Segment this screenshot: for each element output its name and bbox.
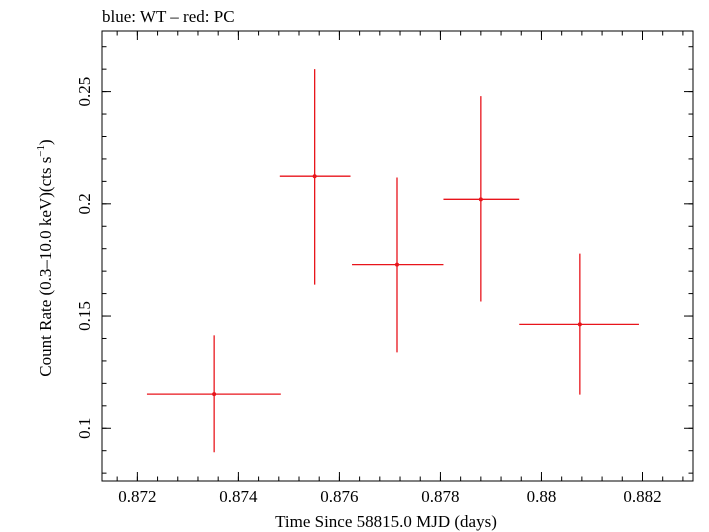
- data-point: [352, 177, 444, 353]
- x-tick-label: 0.882: [623, 487, 661, 506]
- x-tick-label: 0.878: [421, 487, 459, 506]
- data-points: [146, 69, 639, 453]
- x-tick-label: 0.88: [527, 487, 557, 506]
- data-point: [519, 253, 639, 395]
- y-axis-label: Count Rate (0.3–10.0 keV)(cts s−1): [35, 139, 55, 376]
- x-tick-label: 0.872: [118, 487, 156, 506]
- point-marker: [577, 322, 582, 327]
- y-tick-labels: 0.1 0.15 0.2 0.25: [75, 77, 94, 439]
- data-point: [443, 96, 520, 302]
- data-point: [279, 69, 351, 285]
- axis-ticks: [102, 31, 693, 481]
- y-axis-label-exponent: −1: [35, 145, 47, 157]
- y-tick-label: 0.25: [75, 77, 94, 107]
- x-tick-labels: 0.872 0.874 0.876 0.878 0.88 0.882: [118, 487, 661, 506]
- x-axis-label: Time Since 58815.0 MJD (days): [275, 512, 497, 531]
- y-tick-label: 0.15: [75, 301, 94, 331]
- data-point: [146, 335, 281, 453]
- y-axis-label-main: Count Rate (0.3–10.0 keV)(cts s: [36, 157, 55, 377]
- point-marker: [478, 197, 483, 202]
- point-marker: [312, 174, 317, 179]
- y-tick-label: 0.2: [75, 193, 94, 214]
- x-tick-label: 0.874: [219, 487, 258, 506]
- point-marker: [212, 392, 217, 397]
- point-marker: [394, 262, 399, 267]
- plot-border: [101, 30, 694, 482]
- y-tick-label: 0.1: [75, 418, 94, 439]
- x-tick-label: 0.876: [320, 487, 358, 506]
- chart-title: blue: WT – red: PC: [102, 7, 235, 26]
- plot-frame: [101, 30, 694, 482]
- y-axis-label-close: ): [36, 139, 55, 145]
